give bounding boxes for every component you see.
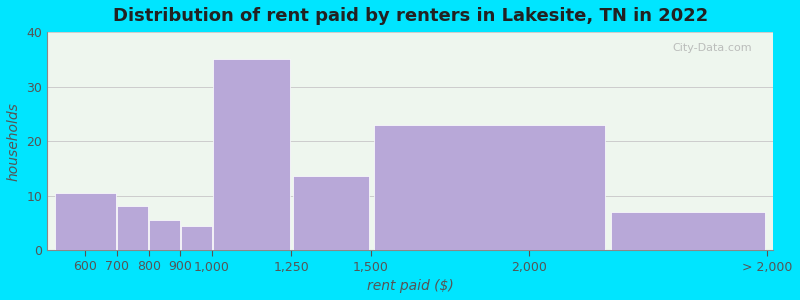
Bar xyxy=(214,59,290,250)
X-axis label: rent paid ($): rent paid ($) xyxy=(367,279,454,293)
Text: City-Data.com: City-Data.com xyxy=(672,43,751,53)
Y-axis label: households: households xyxy=(7,102,21,181)
Title: Distribution of rent paid by renters in Lakesite, TN in 2022: Distribution of rent paid by renters in … xyxy=(113,7,708,25)
Bar xyxy=(610,212,765,250)
Bar xyxy=(149,220,180,250)
Bar xyxy=(293,176,370,250)
Bar xyxy=(54,193,116,250)
Bar xyxy=(374,125,605,250)
Bar xyxy=(118,206,148,250)
Bar xyxy=(181,226,212,250)
